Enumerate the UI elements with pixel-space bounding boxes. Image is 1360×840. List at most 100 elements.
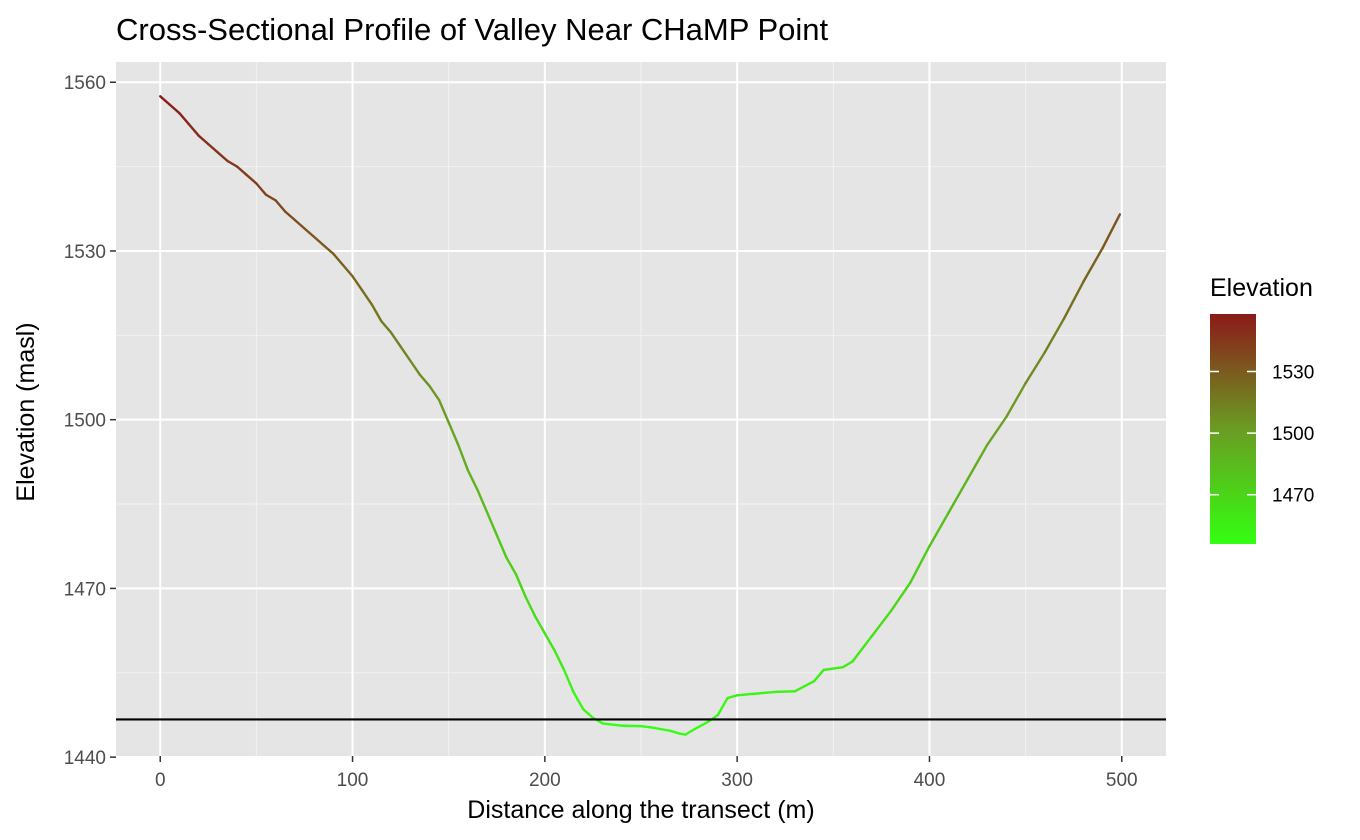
profile-segment [947,477,970,514]
profile-segment [437,398,450,424]
profile-segment [1024,350,1047,385]
profile-segment [774,690,797,694]
profile-segment [197,134,210,146]
grid-major [116,62,1166,759]
y-tick-label: 1560 [64,73,106,94]
profile-segment [312,235,325,247]
profile-segment [985,415,1008,447]
color-legend: Elevation 1530 1500 1470 [1210,274,1314,544]
profile-segment [1082,246,1104,284]
profile-segment [793,680,816,693]
x-axis: 0 100 200 300 400 500 [155,756,1138,791]
profile-segment [226,159,239,168]
profile-segment [360,289,373,306]
profile-segment [870,609,893,638]
y-tick-label: 1530 [64,242,106,263]
profile-segment [1062,280,1085,320]
profile-segment [668,729,681,735]
profile-segment [178,111,191,126]
y-axis: 1440 1470 1500 1530 1560 [64,73,116,769]
profile-segment [1005,381,1027,419]
chart-title: Cross-Sectional Profile of Valley Near C… [116,12,829,47]
profile-segment [707,713,720,723]
profile-segment [322,244,335,255]
profile-segment [274,199,287,213]
profile-segment [928,511,950,548]
profile-segment [1101,213,1122,250]
legend-title: Elevation [1210,274,1313,302]
profile-segment [755,690,777,695]
profile-segment [389,331,402,348]
profile-segment [841,660,854,669]
profile-segment [684,727,697,736]
profile-segment [735,692,758,697]
profile-segment [235,165,248,177]
profile-segment [457,443,470,472]
grid-minor [116,62,1166,756]
legend-colorbar [1210,314,1256,544]
legend-break-label: 1530 [1272,363,1314,384]
profile-segment [370,303,383,323]
profile-segment [255,182,268,196]
profile-segment [264,193,277,202]
profile-segment [812,668,825,683]
x-tick-label: 100 [337,770,369,791]
profile-segment [428,384,441,402]
x-axis-title: Distance along the transect (m) [467,796,814,824]
x-tick-label: 400 [914,770,946,791]
profile-segment [399,345,412,362]
profile-segment [524,595,537,618]
profile-segment [207,142,220,154]
profile-segment [476,488,489,514]
profile-segment [351,275,364,292]
profile-segment [659,727,672,732]
x-tick-label: 200 [529,770,561,791]
profile-segment [466,469,479,492]
profile-segment [620,724,643,728]
profile-segment [582,708,595,719]
profile-segment [216,151,229,163]
profile-segment [514,573,527,599]
y-tick-label: 1500 [64,411,106,432]
profile-segment [726,694,739,700]
profile-segment [187,123,200,137]
x-tick-label: 0 [155,770,166,791]
profile-segment [572,691,585,711]
profile-segment [543,632,556,652]
profile-segment [716,696,729,717]
profile-segment [639,724,652,729]
profile-segment [168,103,181,115]
legend-ticks: 1530 1500 1470 [1210,363,1314,507]
elevation-profile-line [159,95,1122,736]
profile-segment [303,227,316,239]
y-axis-title: Elevation (masl) [12,322,40,501]
profile-segment [649,726,662,731]
x-tick-label: 300 [721,770,753,791]
legend-break-label: 1470 [1272,486,1314,507]
profile-segment [505,556,518,576]
profile-segment [534,615,547,635]
profile-segment [447,421,460,447]
profile-segment [562,668,575,694]
profile-segment [693,720,710,731]
legend-break-label: 1500 [1272,424,1314,445]
profile-segment [418,373,431,388]
profile-segment [284,210,297,222]
y-tick-label: 1440 [64,748,106,769]
profile-segment [851,635,873,663]
profile-segment [553,649,566,672]
y-tick-label: 1470 [64,579,106,600]
x-tick-label: 500 [1106,770,1138,791]
profile-segment [909,545,931,584]
profile-segment [341,263,354,278]
profile-segment [409,359,422,376]
profile-segment [966,443,989,480]
profile-segment [380,320,393,334]
profile-segment [159,95,172,106]
profile-segment [1043,317,1066,354]
profile-segment [601,722,623,727]
profile-segment [889,581,912,613]
profile-segment [485,511,498,537]
profile-segment [822,665,845,672]
